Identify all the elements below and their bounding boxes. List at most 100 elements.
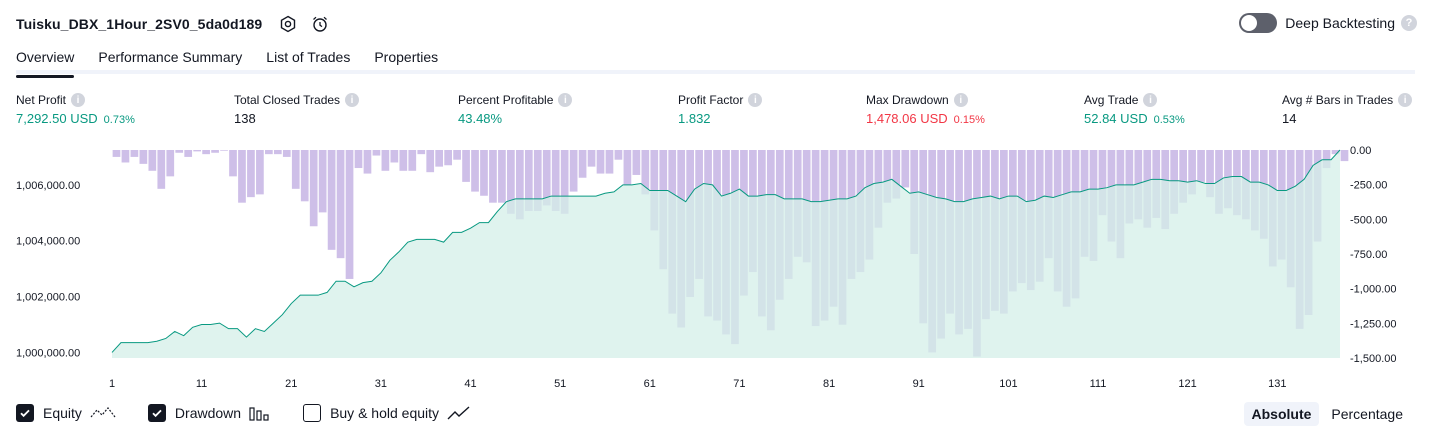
equity-line	[111, 149, 1341, 353]
drawdown-checkbox[interactable]	[147, 404, 166, 422]
drawdown-bar	[524, 150, 533, 212]
x-tick-label: 51	[554, 378, 566, 390]
metric-label: Percent Profitable i	[458, 93, 573, 107]
drawdown-bar	[498, 150, 506, 203]
metric-percent-profitable: Percent Profitable i 43.48%	[458, 93, 573, 126]
drawdown-bar	[184, 150, 193, 157]
drawdown-bar	[417, 150, 426, 155]
metric-avg-bars-in-trades: Avg # Bars in Trades i 14	[1282, 93, 1413, 126]
drawdown-bar	[426, 150, 435, 173]
drawdown-bar	[533, 150, 542, 212]
drawdown-bar	[130, 150, 139, 157]
metric-value: 1,478.06 USD	[866, 111, 948, 126]
drawdown-bar	[883, 150, 892, 203]
drawdown-bar	[345, 150, 354, 279]
metrics-row: Net Profit i 7,292.50 USD 0.73% Total Closed…	[16, 93, 1417, 133]
right-tick-label: 0.00	[1350, 145, 1371, 157]
info-icon[interactable]: i	[1398, 93, 1413, 107]
x-tick-label: 101	[999, 378, 1017, 390]
drawdown-bar	[587, 150, 596, 167]
drawdown-bar	[238, 150, 246, 203]
info-icon[interactable]: i	[953, 93, 968, 107]
drawdown-bar	[444, 150, 452, 166]
metric-label: Profit Factor i	[678, 93, 763, 107]
x-tick-label: 81	[823, 378, 835, 390]
buy-hold-checkbox[interactable]	[303, 404, 322, 422]
alarm-add-icon[interactable]	[310, 14, 330, 34]
metric-label: Net Profit i	[16, 93, 135, 107]
tab-list-of-trades[interactable]: List of Trades	[266, 49, 351, 65]
info-icon[interactable]: i	[558, 93, 573, 107]
absolute-button[interactable]: Absolute	[1243, 402, 1320, 426]
right-tick-label: -250.00	[1350, 180, 1387, 192]
deep-backtesting: Deep Backtesting ?	[1239, 13, 1417, 33]
drawdown-bar	[489, 150, 497, 203]
drawdown-bar	[193, 150, 202, 152]
equity-checkbox[interactable]	[16, 404, 34, 422]
right-tick-label: -500.00	[1350, 214, 1387, 226]
drawdown-bar	[480, 150, 488, 196]
metric-label-text: Percent Profitable	[458, 93, 554, 107]
drawdown-bar	[247, 150, 255, 198]
metric-value-row: 1,478.06 USD 0.15%	[866, 111, 985, 126]
equity-drawdown-chart: 1,000,000.00 1,002,000.00 1,004,000.00 1,00…	[16, 145, 1396, 390]
left-axis: 1,000,000.00 1,002,000.00 1,004,000.00 1,00…	[16, 180, 80, 360]
drawdown-bar	[596, 150, 605, 174]
x-tick-label: 111	[1090, 378, 1107, 390]
info-icon[interactable]: i	[71, 93, 86, 107]
drawdown-bar	[1331, 150, 1340, 155]
equity-area	[111, 149, 1341, 358]
drawdown-bar	[112, 150, 121, 157]
x-tick-label: 21	[285, 378, 297, 390]
percentage-button[interactable]: Percentage	[1331, 406, 1403, 422]
metric-label-text: Net Profit	[16, 93, 67, 107]
drawdown-bar	[408, 150, 417, 171]
help-icon[interactable]: ?	[1401, 15, 1417, 31]
legend-equity[interactable]: Equity	[16, 404, 116, 422]
info-icon[interactable]: i	[345, 93, 360, 107]
drawdown-bar	[363, 150, 372, 174]
drawdown-bar	[1098, 150, 1107, 216]
report-tabs: Overview Performance Summary List of Trade…	[16, 42, 1415, 78]
x-tick-label: 11	[196, 378, 207, 390]
metric-value-row: 1.832	[678, 111, 762, 126]
drawdown-bar	[300, 150, 309, 202]
drawdown-bar	[892, 150, 901, 199]
drawdown-bar	[471, 150, 479, 192]
drawdown-bar	[515, 150, 524, 220]
right-axis: 0.00 -250.00 -500.00 -750.00 -1,000.00 -1,250…	[1350, 145, 1396, 365]
legend-drawdown[interactable]: Drawdown	[147, 404, 271, 422]
drawdown-bar	[453, 150, 461, 160]
info-icon[interactable]: i	[748, 93, 763, 107]
x-tick-label: 121	[1178, 378, 1196, 390]
buy-hold-line-icon	[447, 405, 471, 421]
metric-max-drawdown: Max Drawdown i 1,478.06 USD 0.15%	[866, 93, 985, 126]
drawdown-bar	[507, 150, 515, 214]
metric-label-text: Profit Factor	[678, 93, 744, 107]
drawdown-bar	[211, 150, 219, 153]
left-tick-label: 1,000,000.00	[16, 347, 80, 359]
drawdown-bar	[157, 150, 166, 189]
tab-overview[interactable]: Overview	[16, 42, 75, 78]
metric-value: 1.832	[678, 111, 711, 126]
legend-buy-hold[interactable]: Buy & hold equity	[303, 404, 471, 422]
left-tick-label: 1,002,000.00	[16, 292, 80, 304]
metric-label-text: Avg Trade	[1084, 93, 1139, 107]
metric-value-row: 14	[1282, 111, 1412, 126]
equity-fill	[112, 150, 1340, 358]
metric-label-text: Avg # Bars in Trades	[1282, 93, 1394, 107]
info-icon[interactable]: i	[1143, 93, 1158, 107]
metric-percent: 0.15%	[953, 114, 985, 126]
tab-properties[interactable]: Properties	[374, 49, 439, 65]
drawdown-bar	[273, 150, 282, 155]
right-tick-label: -1,500.00	[1350, 353, 1396, 365]
metric-total-closed-trades: Total Closed Trades i 138	[234, 93, 360, 126]
x-tick-label: 71	[733, 378, 745, 390]
deep-backtesting-toggle[interactable]	[1239, 13, 1278, 33]
settings-icon[interactable]	[278, 14, 298, 34]
drawdown-bar	[139, 150, 148, 164]
tab-performance-summary[interactable]: Performance Summary	[98, 49, 243, 65]
drawdown-bar	[1206, 150, 1214, 198]
drawdown-bar	[256, 150, 264, 195]
metric-value-row: 43.48%	[458, 111, 572, 126]
